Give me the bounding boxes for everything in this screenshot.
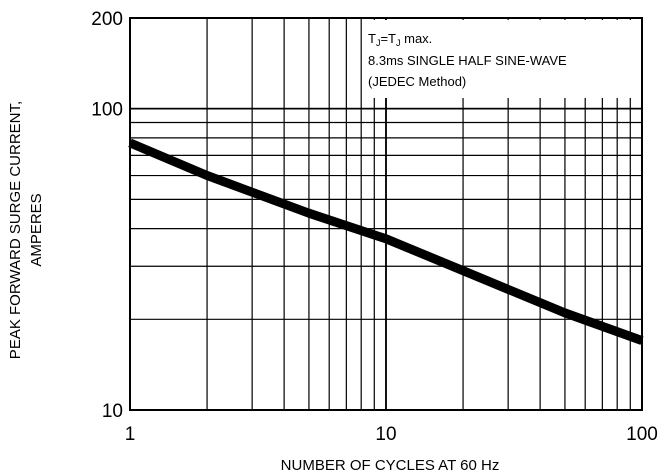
y-axis-title-line-1: PEAK FORWARD SURGE CURRENT, (7, 101, 24, 359)
x-tick-labels: 1 10 100 (125, 424, 658, 445)
x-axis-title: NUMBER OF CYCLES AT 60 Hz (281, 457, 500, 474)
y-tick-label: 100 (91, 100, 123, 121)
annotation-subscript-j2: J (396, 38, 401, 48)
plot-frame (129, 17, 643, 411)
y-axis-title: PEAK FORWARD SURGE CURRENT, AMPERES (7, 101, 45, 359)
y-tick-label: 10 (102, 401, 123, 422)
annotation-line-1: TJ=TJ max. (368, 31, 432, 48)
annotation-equals: =T (380, 31, 396, 46)
x-tick-label: 10 (375, 424, 396, 445)
x-tick-label: 1 (125, 424, 136, 445)
annotation-box (362, 20, 640, 98)
annotation-line-3: (JEDEC Method) (368, 74, 466, 89)
annotation-line-2: 8.3ms SINGLE HALF SINE-WAVE (368, 53, 567, 68)
y-axis-title-line-2: AMPERES (28, 193, 45, 266)
series-group (128, 138, 644, 345)
annotation-subscript-j: J (376, 38, 381, 48)
x-tick-label: 100 (626, 424, 658, 445)
series-line (128, 138, 644, 345)
y-tick-label: 200 (91, 9, 123, 30)
annotation-max: max. (401, 31, 433, 46)
y-tick-labels: 10 100 200 (91, 9, 123, 422)
annotation-t-symbol: T (368, 31, 376, 46)
